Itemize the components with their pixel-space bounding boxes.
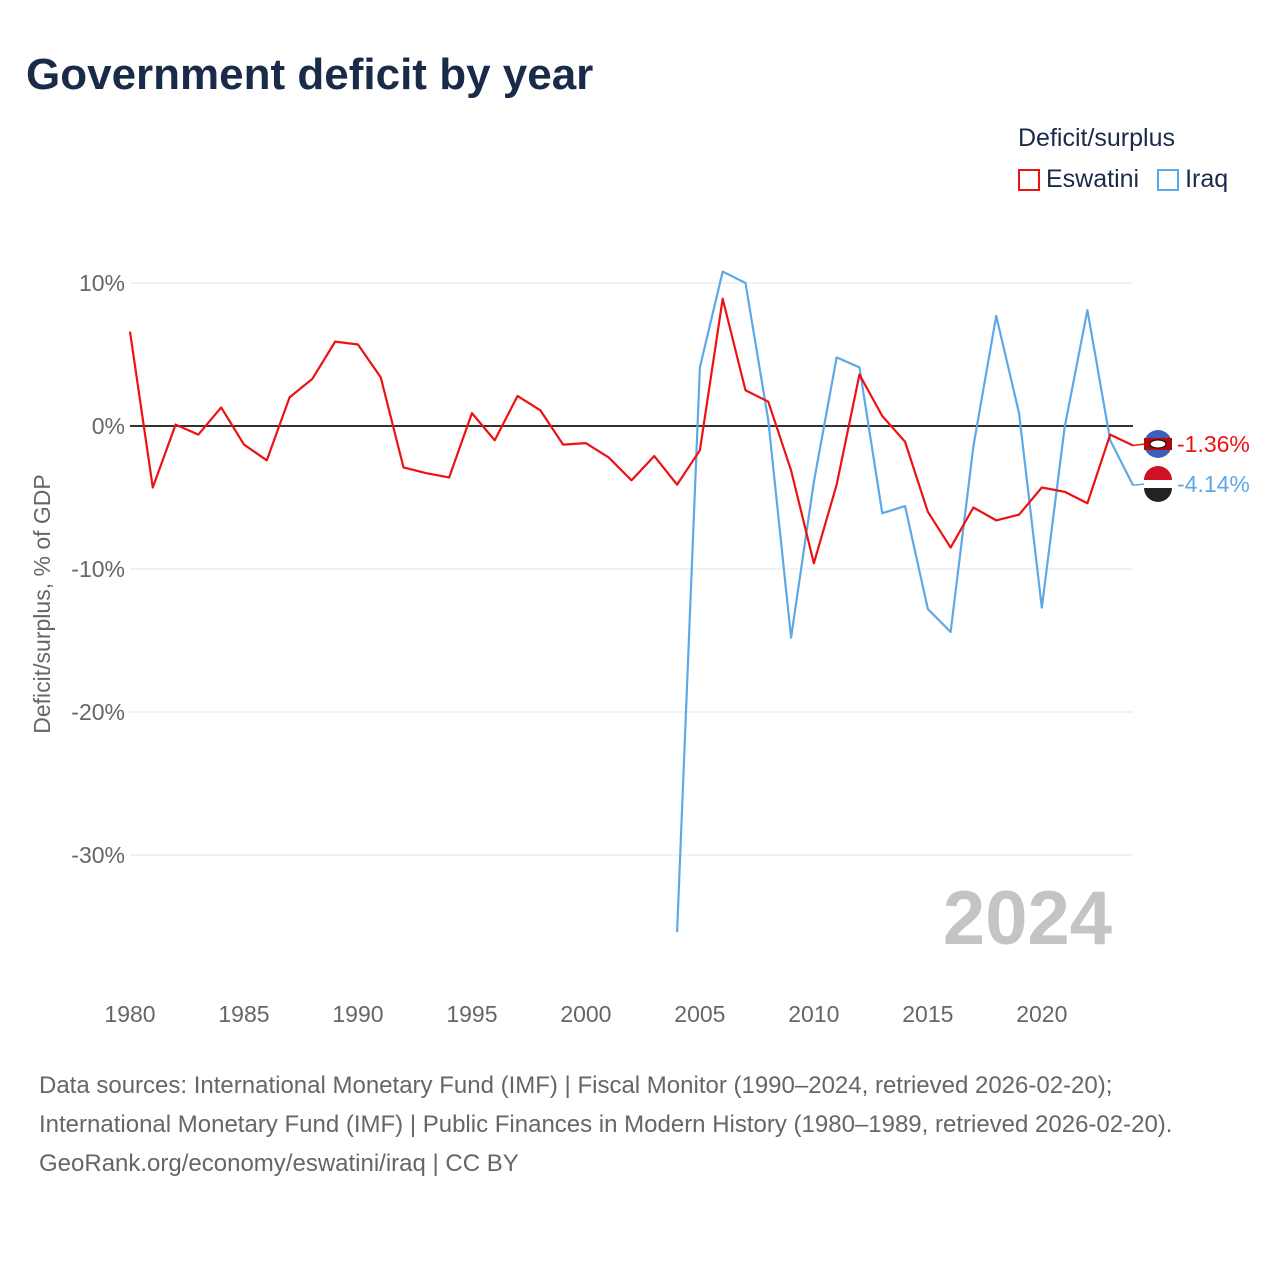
end-value-label-eswatini: -1.36%	[1177, 431, 1250, 457]
legend-label-eswatini: Eswatini	[1046, 165, 1140, 193]
y-tick-label: 10%	[79, 270, 125, 296]
x-tick-label: 2010	[788, 1001, 839, 1027]
legend-swatch-eswatini	[1018, 168, 1040, 191]
y-tick-label: -10%	[71, 556, 125, 582]
y-axis-label: Deficit/surplus, % of GDP	[29, 474, 55, 733]
x-tick-label: 1990	[332, 1001, 383, 1027]
series-line-eswatini	[128, 297, 1134, 565]
legend-title: Deficit/surplus	[1018, 124, 1175, 152]
iraq-flag-black	[1144, 488, 1172, 502]
x-tick-label: 1995	[446, 1001, 497, 1027]
x-tick-label: 2015	[902, 1001, 953, 1027]
x-tick-label: 1985	[218, 1001, 269, 1027]
x-tick-label: 1980	[104, 1001, 155, 1027]
iraq-flag-red	[1144, 466, 1172, 480]
credit-link[interactable]: GeoRank.org/economy/eswatini/iraq | CC B…	[39, 1150, 519, 1177]
end-connector	[1132, 483, 1146, 486]
legend-swatch-iraq	[1157, 168, 1180, 191]
y-tick-label: -30%	[71, 842, 125, 868]
end-value-label-iraq: -4.14%	[1177, 471, 1250, 497]
chart-title: Government deficit by year	[26, 50, 594, 99]
eswatini-flag-shield	[1149, 439, 1167, 449]
legend-item-iraq[interactable]: Iraq	[1157, 165, 1228, 194]
legend-label-iraq: Iraq	[1185, 165, 1229, 193]
legend-item-eswatini[interactable]: Eswatini	[1018, 165, 1139, 194]
x-tick-label: 2000	[560, 1001, 611, 1027]
y-tick-label: -20%	[71, 699, 125, 725]
y-tick-label: 0%	[92, 413, 125, 439]
series-line-iraq	[675, 270, 1134, 933]
end-connector	[1132, 443, 1146, 447]
legend: Deficit/surplus Eswatini Iraq	[1018, 124, 1228, 194]
year-watermark: 2024	[943, 876, 1112, 961]
data-sources: Data sources: International Monetary Fun…	[39, 1072, 1173, 1138]
chart-plot: 10% 0% -10% -20% -30% 1980 1985 1990 1995 2000 200…	[29, 270, 1250, 1027]
footer: Data sources: International Monetary Fun…	[39, 1066, 1239, 1183]
x-tick-label: 2005	[674, 1001, 725, 1027]
x-tick-label: 2020	[1016, 1001, 1067, 1027]
